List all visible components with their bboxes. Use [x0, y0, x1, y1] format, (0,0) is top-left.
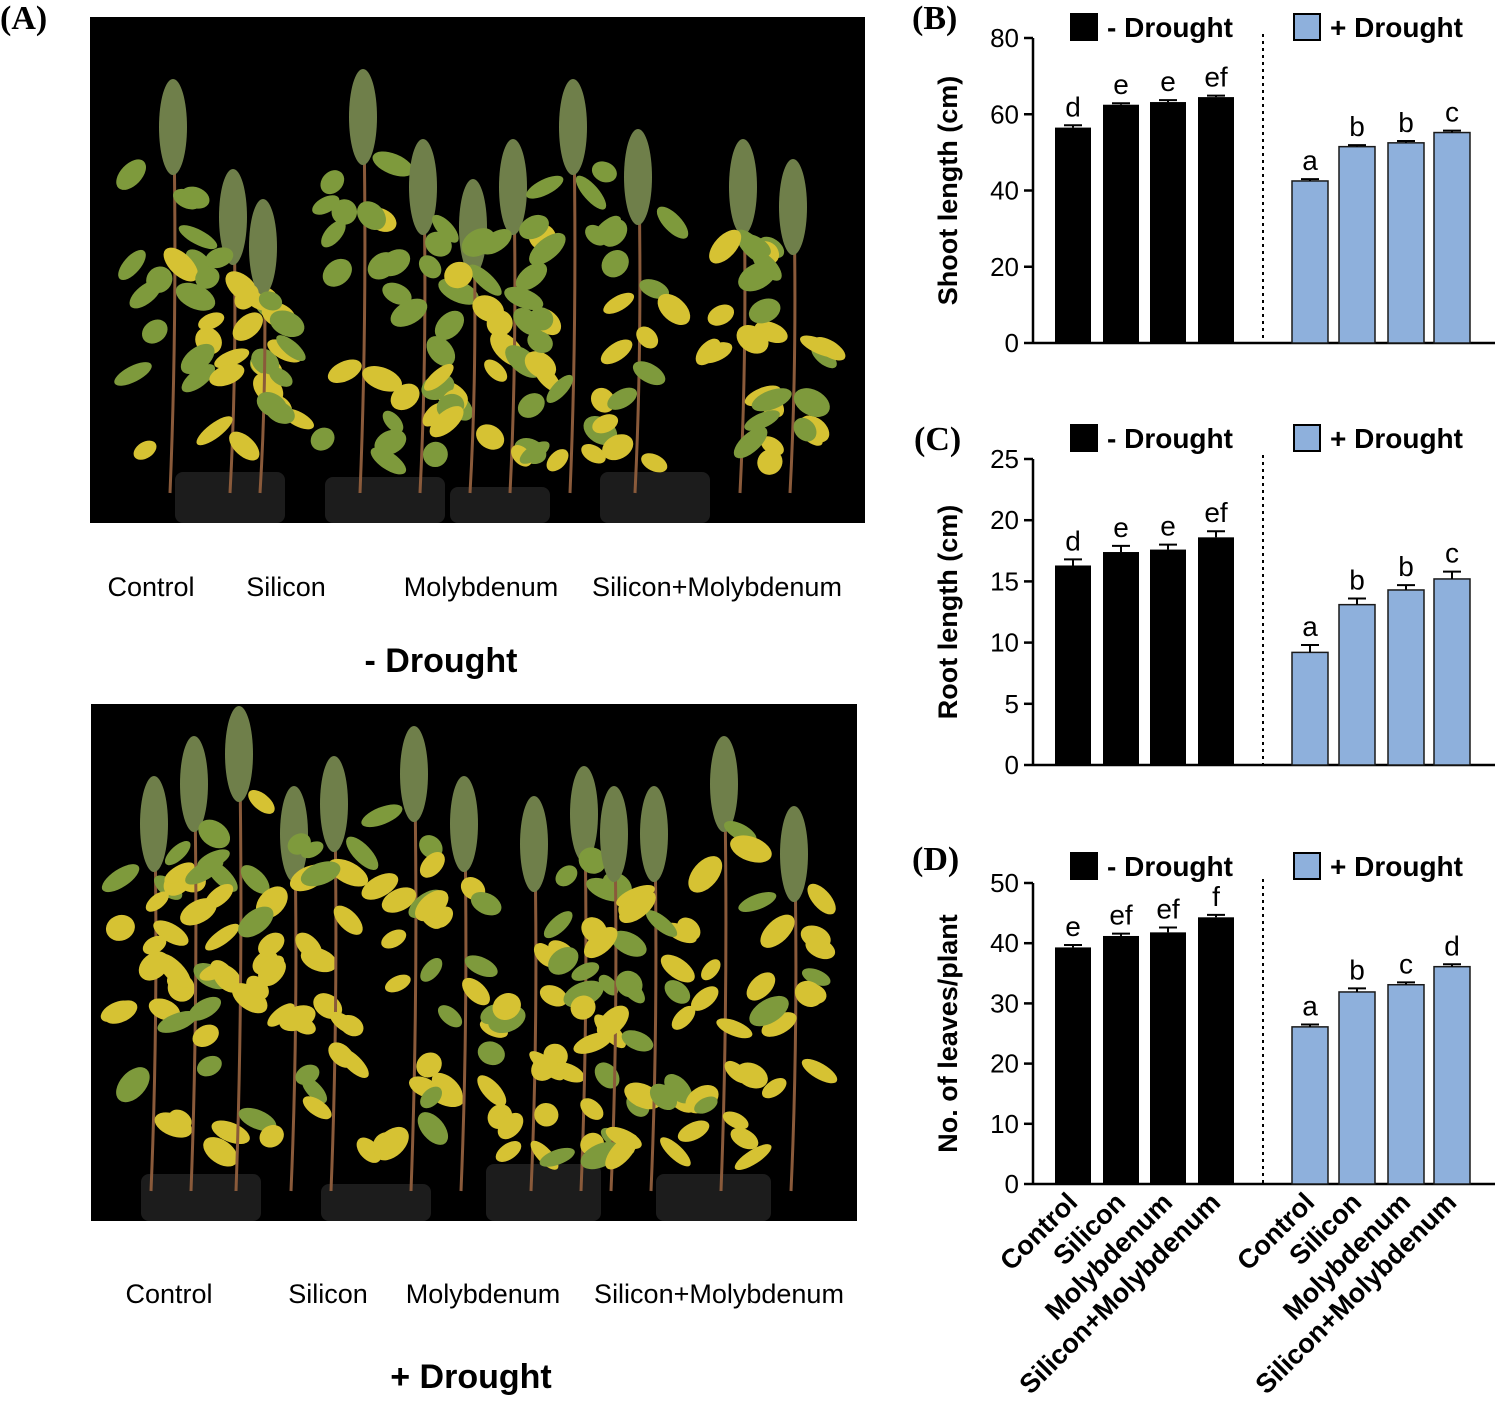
significance-letter: c: [1445, 97, 1459, 128]
y-tick-label: 15: [990, 566, 1019, 596]
y-axis-label: No. of leaves/plant: [933, 914, 963, 1153]
photo-label-silicon: Silicon: [288, 1279, 368, 1309]
legend-label-drought: + Drought: [1330, 851, 1463, 882]
significance-letter: b: [1349, 565, 1365, 596]
bar: [1150, 102, 1186, 343]
panel-c-label: (C): [914, 421, 962, 458]
legend-label-no-drought: - Drought: [1107, 851, 1233, 882]
y-tick-label: 30: [990, 988, 1019, 1018]
bar: [1198, 537, 1234, 765]
legend-label-no-drought: - Drought: [1107, 12, 1233, 43]
legend-swatch-no-drought: [1070, 852, 1098, 880]
significance-letter: e: [1160, 66, 1176, 97]
y-tick-label: 20: [990, 505, 1019, 535]
bar: [1338, 603, 1376, 766]
bar: [1103, 552, 1139, 765]
significance-letter: b: [1398, 107, 1414, 138]
legend-swatch-no-drought: [1070, 424, 1098, 452]
significance-letter: c: [1399, 948, 1413, 979]
photo-label-silicon-molybdenum: Silicon+Molybdenum: [594, 1279, 844, 1309]
legend-label-drought: + Drought: [1330, 423, 1463, 454]
bar: [1291, 1026, 1329, 1185]
significance-letter: a: [1302, 990, 1318, 1021]
bar: [1291, 651, 1329, 766]
significance-letter: d: [1444, 930, 1460, 961]
y-axis-label: Root length (cm): [933, 505, 963, 719]
photo-label-control: Control: [125, 1279, 213, 1309]
y-tick-label: 10: [990, 1109, 1019, 1139]
significance-letter: e: [1160, 511, 1176, 542]
bar: [1103, 935, 1139, 1184]
y-tick-label: 0: [1005, 750, 1019, 780]
photo-label-silicon-molybdenum: Silicon+Molybdenum: [592, 572, 842, 602]
bar: [1198, 917, 1234, 1184]
condition-title-no-drought: - Drought: [364, 642, 518, 680]
significance-letter: d: [1065, 525, 1081, 556]
condition-title-drought: + Drought: [390, 1358, 552, 1396]
y-tick-label: 10: [990, 628, 1019, 658]
significance-letter: b: [1349, 954, 1365, 985]
legend-swatch-drought: [1293, 13, 1321, 41]
panel-a-label: (A): [0, 0, 48, 37]
y-tick-label: 60: [990, 99, 1019, 129]
bar: [1150, 932, 1186, 1184]
bar: [1433, 965, 1471, 1185]
plant-photo-drought: [91, 704, 857, 1221]
significance-letter: c: [1445, 538, 1459, 569]
bar: [1150, 549, 1186, 765]
y-tick-label: 25: [990, 444, 1019, 474]
photo-label-molybdenum: Molybdenum: [405, 1279, 561, 1309]
legend-swatch-no-drought: [1070, 13, 1098, 41]
significance-letter: f: [1212, 881, 1220, 912]
y-tick-label: 5: [1005, 689, 1019, 719]
y-tick-label: 0: [1005, 1169, 1019, 1199]
bar: [1338, 991, 1376, 1185]
bar: [1387, 983, 1425, 1185]
panel-d-label: (D): [912, 841, 960, 878]
significance-letter: e: [1065, 911, 1081, 942]
legend-swatch-drought: [1293, 852, 1321, 880]
bar: [1338, 145, 1376, 344]
bar: [1198, 97, 1234, 343]
significance-letter: ef: [1109, 900, 1133, 931]
y-tick-label: 50: [990, 868, 1019, 898]
significance-letter: d: [1065, 91, 1081, 122]
significance-letter: e: [1113, 69, 1129, 100]
significance-letter: b: [1349, 111, 1365, 142]
bar: [1103, 104, 1139, 343]
bar: [1387, 589, 1425, 766]
photo-label-molybdenum: Molybdenum: [403, 572, 559, 602]
y-tick-label: 40: [990, 176, 1019, 206]
significance-letter: e: [1113, 512, 1129, 543]
y-tick-label: 20: [990, 1049, 1019, 1079]
y-axis-label: Shoot length (cm): [933, 76, 963, 305]
legend-swatch-drought: [1293, 424, 1321, 452]
bar: [1055, 127, 1091, 343]
photo-label-silicon: Silicon: [246, 572, 326, 602]
photo-label-control: Control: [107, 572, 195, 602]
y-tick-label: 80: [990, 23, 1019, 53]
bar: [1055, 947, 1091, 1184]
significance-letter: ef: [1156, 894, 1180, 925]
bar: [1055, 565, 1091, 765]
significance-letter: ef: [1204, 497, 1228, 528]
significance-letter: ef: [1204, 62, 1228, 93]
significance-letter: a: [1302, 145, 1318, 176]
legend-label-drought: + Drought: [1330, 12, 1463, 43]
panel-b-label: (B): [912, 0, 958, 37]
plant-photo-no-drought: [90, 17, 865, 523]
bar: [1433, 131, 1471, 344]
y-tick-label: 40: [990, 928, 1019, 958]
significance-letter: a: [1302, 611, 1318, 642]
y-tick-label: 0: [1005, 328, 1019, 358]
legend-label-no-drought: - Drought: [1107, 423, 1233, 454]
y-tick-label: 20: [990, 252, 1019, 282]
significance-letter: b: [1398, 551, 1414, 582]
